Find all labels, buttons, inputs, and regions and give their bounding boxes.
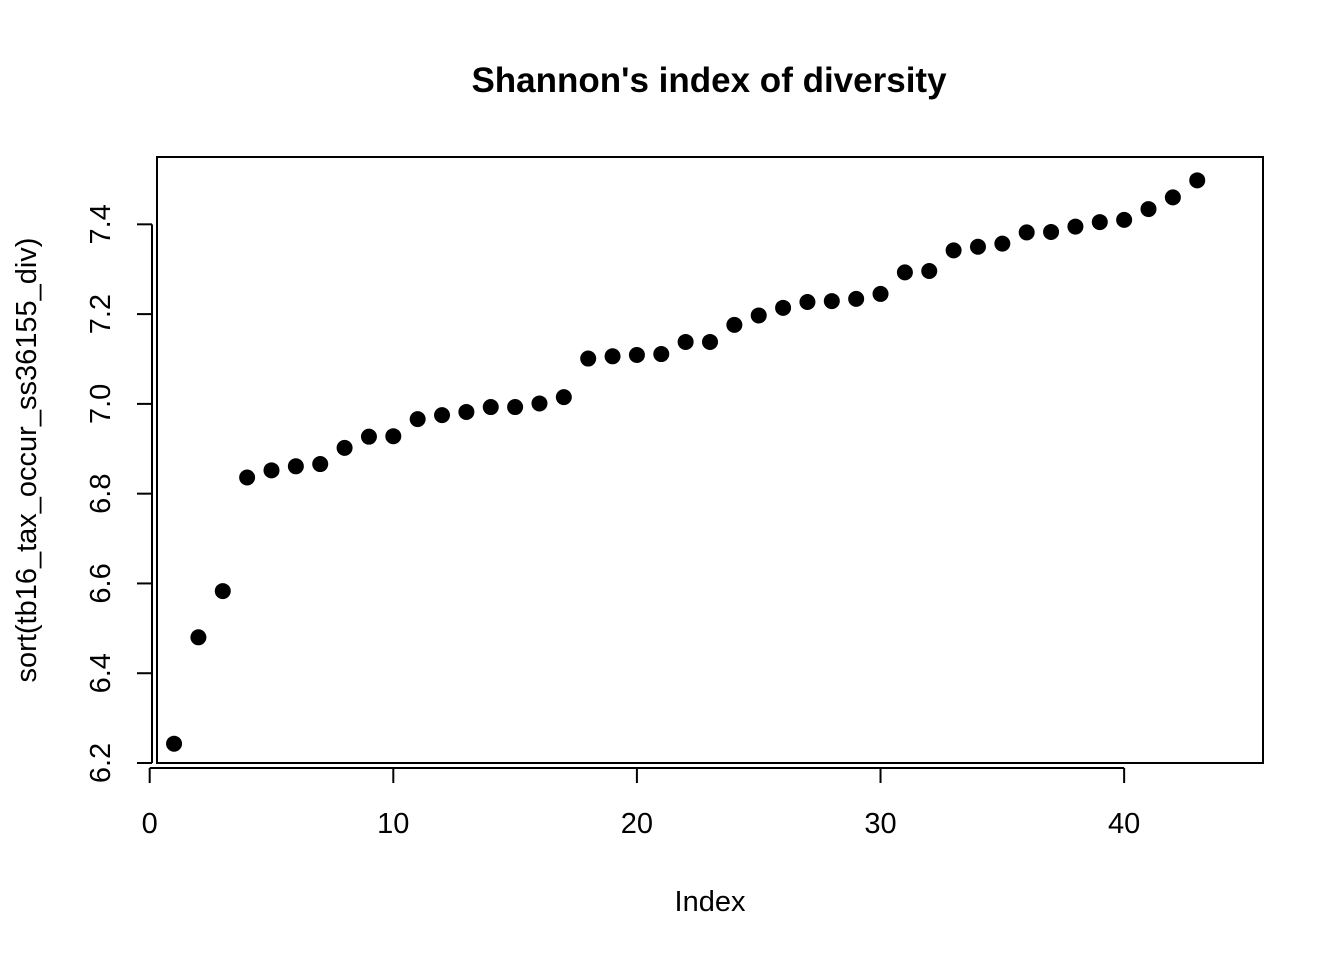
x-tick-label: 10 xyxy=(377,808,409,840)
data-point xyxy=(848,290,865,307)
y-tick-label: 6.4 xyxy=(85,653,117,693)
data-point xyxy=(921,263,938,280)
data-point xyxy=(239,469,256,486)
data-point xyxy=(945,242,962,259)
data-point xyxy=(653,346,670,363)
data-point xyxy=(580,350,597,367)
data-point xyxy=(994,235,1011,252)
data-point xyxy=(166,735,183,752)
data-point xyxy=(409,411,426,428)
x-tick-label: 0 xyxy=(142,808,158,840)
data-point xyxy=(1043,223,1060,240)
y-axis: 6.2 6.4 6.6 6.8 7.0 7.2 7.4 xyxy=(85,204,153,783)
data-point xyxy=(1164,189,1181,206)
data-point xyxy=(896,264,913,281)
y-tick-label: 6.6 xyxy=(85,563,117,603)
data-point xyxy=(604,348,621,365)
x-tick-label: 20 xyxy=(621,808,653,840)
data-point xyxy=(360,428,377,445)
data-point xyxy=(628,346,645,363)
y-tick-label: 6.8 xyxy=(85,474,117,514)
data-point xyxy=(775,299,792,316)
x-axis: 0 10 20 30 40 xyxy=(142,767,1140,840)
y-axis-label: sort(tb16_tax_occur_ss36155_div) xyxy=(11,238,43,683)
data-point xyxy=(1091,214,1108,231)
data-point xyxy=(823,293,840,310)
data-point xyxy=(214,583,231,600)
data-point xyxy=(1018,224,1035,241)
data-point xyxy=(336,439,353,456)
data-point xyxy=(1189,172,1206,189)
data-point xyxy=(799,293,816,310)
data-point xyxy=(702,333,718,350)
data-point xyxy=(531,395,548,412)
plot-frame xyxy=(156,156,1264,764)
data-point xyxy=(507,399,524,416)
data-point xyxy=(434,407,451,424)
data-point xyxy=(385,428,402,445)
data-point xyxy=(677,333,694,350)
data-point xyxy=(458,403,475,420)
data-point xyxy=(1116,211,1133,228)
x-axis-label: Index xyxy=(675,886,746,918)
data-points xyxy=(166,172,1206,752)
data-point xyxy=(750,307,767,324)
data-point xyxy=(190,629,207,646)
x-tick-label: 40 xyxy=(1108,808,1140,840)
data-point xyxy=(1140,201,1157,218)
x-tick-label: 30 xyxy=(864,808,896,840)
y-tick-label: 7.4 xyxy=(85,204,117,244)
data-point xyxy=(287,458,304,475)
data-point xyxy=(263,462,280,479)
chart-title: Shannon's index of diversity xyxy=(471,61,947,100)
y-tick-label: 6.2 xyxy=(85,743,117,783)
data-point xyxy=(312,456,329,473)
data-point xyxy=(555,389,572,406)
y-tick-label: 7.0 xyxy=(85,384,117,424)
y-tick-label: 7.2 xyxy=(85,294,117,334)
data-point xyxy=(726,316,743,333)
data-point xyxy=(872,285,889,302)
data-point xyxy=(969,238,986,255)
data-point xyxy=(1067,218,1084,235)
data-point xyxy=(482,399,499,416)
